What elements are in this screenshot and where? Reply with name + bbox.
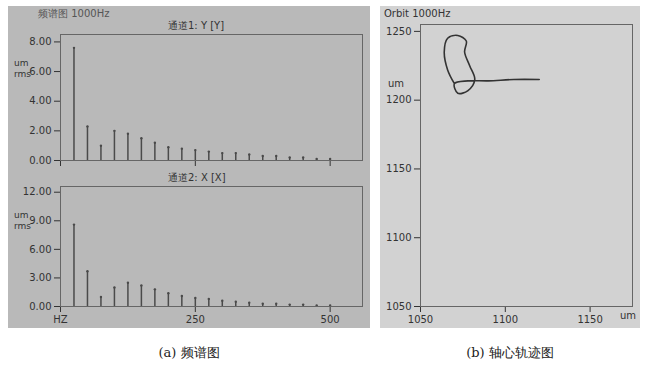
html-text:频谱图 1000Hz: 频谱图 1000Hz [38,8,110,19]
html-text:(a) 频谱图: (a) 频谱图 [158,345,220,360]
svg-text:1050: 1050 [386,301,411,312]
svg-text:500: 500 [321,314,340,325]
svg-text:12.00: 12.00 [23,186,52,197]
html-text:um rms: um rms [14,210,31,231]
html-text:通道1: Y [Y]: 通道1: Y [Y] [168,20,225,31]
svg-text:250: 250 [186,314,205,325]
svg-text:1100: 1100 [386,232,411,243]
svg-text:0.00: 0.00 [29,155,51,166]
html-text:Orbit 1000Hz: Orbit 1000Hz [384,8,451,19]
svg-text:HZ: HZ [53,314,68,325]
svg-text:0.00: 0.00 [29,301,51,312]
svg-text:1150: 1150 [386,163,411,174]
svg-text:9.00: 9.00 [29,215,51,226]
svg-text:1100: 1100 [493,314,518,325]
svg-text:6.00: 6.00 [29,66,51,77]
svg-text:1200: 1200 [386,94,411,105]
html-text:(b) 轴心轨迹图: (b) 轴心轨迹图 [466,345,554,360]
svg-text:3.00: 3.00 [29,272,51,283]
svg-text:6.00: 6.00 [29,244,51,255]
html-text:um: um [620,310,637,321]
svg-text:4.00: 4.00 [29,95,51,106]
svg-text:8.00: 8.00 [29,36,51,47]
html-text:通道2: X [X]: 通道2: X [X] [168,172,226,183]
svg-text:1150: 1150 [577,314,602,325]
svg-text:1250: 1250 [386,26,411,37]
html-text:um rms: um rms [14,58,31,79]
html-text:um: um [388,78,405,89]
svg-text:1050: 1050 [408,314,433,325]
svg-text:2.00: 2.00 [29,125,51,136]
